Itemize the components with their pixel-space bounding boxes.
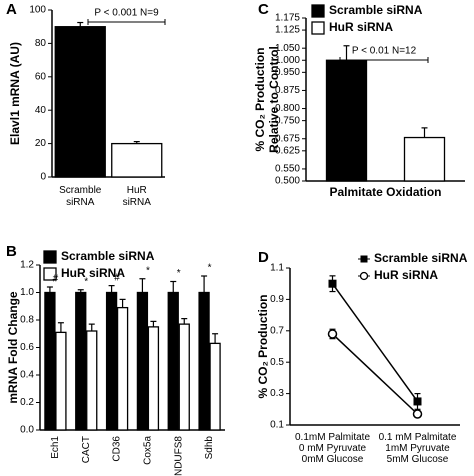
y-tick-label: 0.750 [275, 115, 300, 126]
x-tick-label: CD36 [112, 436, 123, 462]
x-tick-label: NDUFS8 [173, 436, 184, 476]
y-tick-label: 0.6 [20, 342, 34, 353]
y-tick-label: 0.7 [270, 325, 284, 336]
bar [111, 142, 163, 178]
annotation: P < 0.01 N=12 [352, 46, 417, 57]
x-axis-label: Palmitate Oxidation [329, 185, 441, 199]
y-tick-label: 0.625 [275, 145, 300, 156]
x-tick-label: Ech1 [50, 436, 61, 459]
y-tick-label: 80 [35, 38, 47, 49]
legend-label: Scramble siRNA [329, 3, 423, 17]
y-tick-label: 0.4 [20, 370, 34, 381]
bar [116, 306, 129, 431]
y-tick-label: 0.8 [20, 315, 34, 326]
y-tick-label: 1.050 [275, 43, 300, 54]
y-tick-label: 1.2 [20, 260, 34, 271]
bar [147, 326, 160, 431]
y-tick-label: 100 [29, 5, 46, 16]
marker [328, 279, 337, 288]
bar [75, 291, 87, 431]
y-axis-label: mRNA Fold Change [6, 291, 20, 404]
y-tick-label: 1.000 [275, 55, 300, 66]
panel-letter: B [6, 243, 17, 260]
y-tick-label: 1.175 [275, 13, 300, 24]
significance-marker: * [208, 263, 212, 274]
y-tick-label: 0.500 [275, 176, 300, 187]
y-tick-label: 0.9 [270, 294, 284, 305]
y-tick-label: 0.875 [275, 85, 300, 96]
bar [54, 26, 106, 178]
legend-marker [359, 271, 369, 281]
bar [403, 136, 446, 182]
marker [327, 329, 338, 339]
bar [325, 59, 368, 182]
panel-letter: A [6, 1, 17, 18]
y-tick-label: 0.675 [275, 133, 300, 144]
bar [178, 323, 190, 431]
legend-swatch [43, 250, 57, 264]
y-axis-label: Elavl1 mRNA (AU) [8, 42, 22, 145]
legend-label: Scramble siRNA [374, 251, 468, 265]
legend-label: HuR siRNA [374, 268, 438, 282]
bar [55, 331, 67, 431]
y-tick-label: 1.125 [275, 25, 300, 36]
bar [136, 291, 149, 431]
significance-marker: # [114, 272, 120, 283]
y-tick-label: 0.2 [20, 397, 34, 408]
x-tick-label: Scramble siRNA [59, 185, 102, 208]
legend-label: HuR siRNA [61, 266, 125, 280]
legend-swatch [311, 21, 325, 35]
significance-marker: * [177, 268, 181, 279]
significance-marker: * [84, 276, 88, 287]
series-line [331, 333, 419, 415]
y-tick-label: 20 [35, 138, 47, 149]
legend-label: Scramble siRNA [61, 249, 155, 263]
y-tick-label: 0.1 [270, 420, 284, 431]
bar [86, 330, 98, 431]
x-tick-label: Sdhb [204, 436, 215, 460]
bar [44, 291, 56, 431]
y-axis-label: % CO₂ Production [256, 295, 270, 399]
y-tick-label: 0.5 [270, 357, 284, 368]
annotation: P < 0.001 N=9 [94, 8, 159, 19]
bar [167, 291, 179, 431]
marker [412, 409, 423, 419]
y-tick-label: 0.550 [275, 164, 300, 175]
y-tick-label: 1.1 [270, 263, 284, 274]
x-tick-label: HuR siRNA [123, 185, 152, 208]
x-tick-label: 0.1mM Palmitate 0 mM Pyruvate 0mM Glucose [295, 432, 370, 465]
y-tick-label: 0 [40, 172, 46, 183]
y-tick-label: 0.3 [270, 388, 284, 399]
legend-label: HuR siRNA [329, 20, 393, 34]
bar [105, 291, 118, 431]
significance-marker: * [146, 265, 150, 276]
legend-marker [360, 255, 368, 263]
y-tick-label: 0.950 [275, 67, 300, 78]
y-tick-label: 0.800 [275, 103, 300, 114]
legend-swatch [43, 267, 57, 281]
panel-letter: C [258, 1, 269, 18]
legend-swatch [311, 4, 325, 18]
y-tick-label: 60 [35, 71, 47, 82]
y-tick-label: 1.0 [20, 287, 34, 298]
y-tick-label: 40 [35, 105, 47, 116]
y-axis-label: % CO₂ ProductionRelative to Control [253, 46, 281, 153]
panel-letter: D [258, 249, 269, 266]
marker [413, 397, 422, 406]
series-line [331, 283, 419, 402]
bar [209, 342, 221, 431]
significance-marker: # [53, 274, 59, 285]
bar [198, 291, 210, 431]
x-tick-label: CACT [81, 436, 92, 463]
x-tick-label: Cox5a [143, 436, 154, 465]
y-tick-label: 0.0 [20, 425, 34, 436]
x-tick-label: 0.1 mM Palmitate 1mM Pyruvate 5mM Glucose [379, 432, 457, 465]
